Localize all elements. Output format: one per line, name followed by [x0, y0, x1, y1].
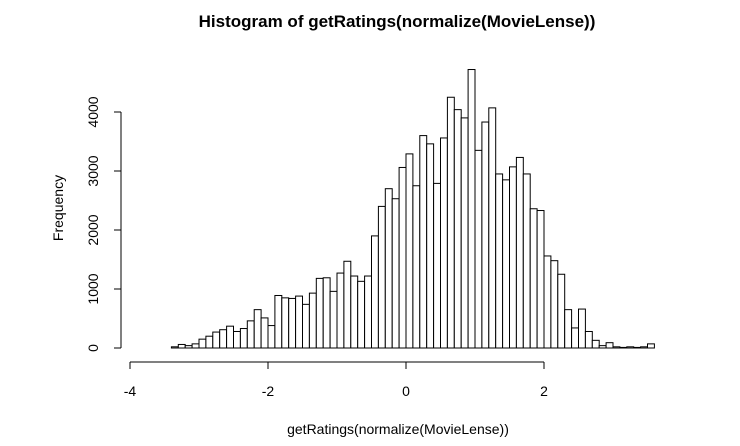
histogram-bar	[212, 331, 221, 349]
histogram-bar	[302, 303, 310, 349]
histogram-bar	[626, 346, 635, 349]
histogram-bar	[460, 117, 469, 349]
x-axis-label: getRatings(normalize(MovieLense))	[287, 421, 509, 437]
histogram-bar	[377, 205, 386, 349]
y-tick-label: 1000	[85, 273, 101, 304]
histogram-bar	[453, 109, 462, 349]
histogram-bar	[336, 272, 345, 349]
histogram-bar	[205, 335, 214, 349]
histogram-bar	[405, 153, 414, 349]
histogram-bar	[529, 208, 538, 349]
histogram-bar	[619, 346, 628, 349]
histogram-bar	[219, 329, 228, 349]
histogram-bar	[329, 290, 338, 349]
histogram-bar	[184, 345, 193, 349]
histogram-bar	[647, 343, 655, 349]
histogram-bar	[226, 325, 235, 349]
histogram-bar	[357, 280, 366, 349]
histogram-bar	[274, 294, 283, 349]
histogram-bar	[640, 346, 648, 349]
histogram-bar	[633, 346, 642, 349]
histogram-bar	[391, 198, 400, 349]
histogram-bar	[350, 275, 359, 349]
histogram-bar	[315, 277, 324, 349]
histogram-bar	[584, 330, 593, 349]
histogram-bar	[502, 179, 511, 349]
histogram-bar	[246, 320, 255, 349]
chart-title: Histogram of getRatings(normalize(MovieL…	[199, 12, 596, 31]
histogram-bar	[260, 317, 269, 349]
histogram-bar	[412, 185, 421, 349]
histogram-bar	[371, 235, 379, 349]
y-axis: 0 1000 2000 3000 4000	[85, 96, 122, 352]
histogram-bar	[281, 297, 290, 349]
y-tick-label: 4000	[85, 96, 101, 127]
histogram-bar	[426, 143, 435, 349]
x-axis: -4 -2 0 2	[124, 361, 548, 399]
histogram-bar	[522, 173, 531, 349]
histogram-bar	[605, 342, 614, 349]
x-tick-label: -2	[262, 383, 275, 399]
histogram-bar	[509, 166, 517, 349]
histogram-bar	[564, 309, 573, 349]
x-tick-label: -4	[124, 383, 137, 399]
histogram-bar	[495, 173, 504, 349]
histogram-bar	[295, 295, 304, 349]
histogram-bar	[557, 273, 566, 349]
histogram-bar	[191, 343, 200, 349]
histogram-bar	[571, 327, 579, 349]
histogram-bar	[419, 135, 428, 349]
histogram-bar	[488, 107, 497, 349]
histogram-bar	[440, 137, 448, 349]
y-axis-label: Frequency	[50, 175, 66, 241]
histogram-bar	[550, 260, 559, 349]
histogram-bar	[578, 308, 586, 349]
histogram-bar	[233, 330, 241, 349]
histogram-bar	[384, 188, 393, 349]
histogram-bar	[446, 96, 455, 349]
histogram-bar	[543, 255, 552, 349]
y-tick-label: 0	[85, 344, 101, 352]
histogram-bar	[591, 339, 600, 349]
histogram-bar	[433, 182, 442, 349]
histogram-bar	[253, 309, 262, 349]
y-tick-label: 3000	[85, 155, 101, 186]
bars-group	[170, 69, 655, 349]
histogram-bar	[467, 69, 476, 349]
histogram-bar	[170, 346, 179, 349]
y-tick-label: 2000	[85, 214, 101, 245]
histogram-bar	[343, 260, 352, 349]
histogram-bar	[308, 292, 317, 349]
histogram-bar	[481, 121, 490, 349]
histogram-bar	[198, 338, 207, 349]
histogram-bar	[515, 156, 524, 349]
histogram-bar	[177, 343, 186, 349]
histogram-bar	[536, 210, 545, 349]
histogram-bar	[398, 166, 407, 349]
histogram-bar	[364, 275, 373, 349]
histogram-bar	[322, 277, 331, 349]
histogram-bar	[239, 328, 248, 349]
histogram-bar	[474, 149, 483, 349]
x-tick-label: 2	[540, 383, 548, 399]
x-tick-label: 0	[402, 383, 410, 399]
histogram-bar	[267, 325, 276, 349]
histogram-bar	[612, 346, 621, 349]
histogram-bar	[288, 297, 297, 349]
histogram-bar	[598, 345, 607, 349]
